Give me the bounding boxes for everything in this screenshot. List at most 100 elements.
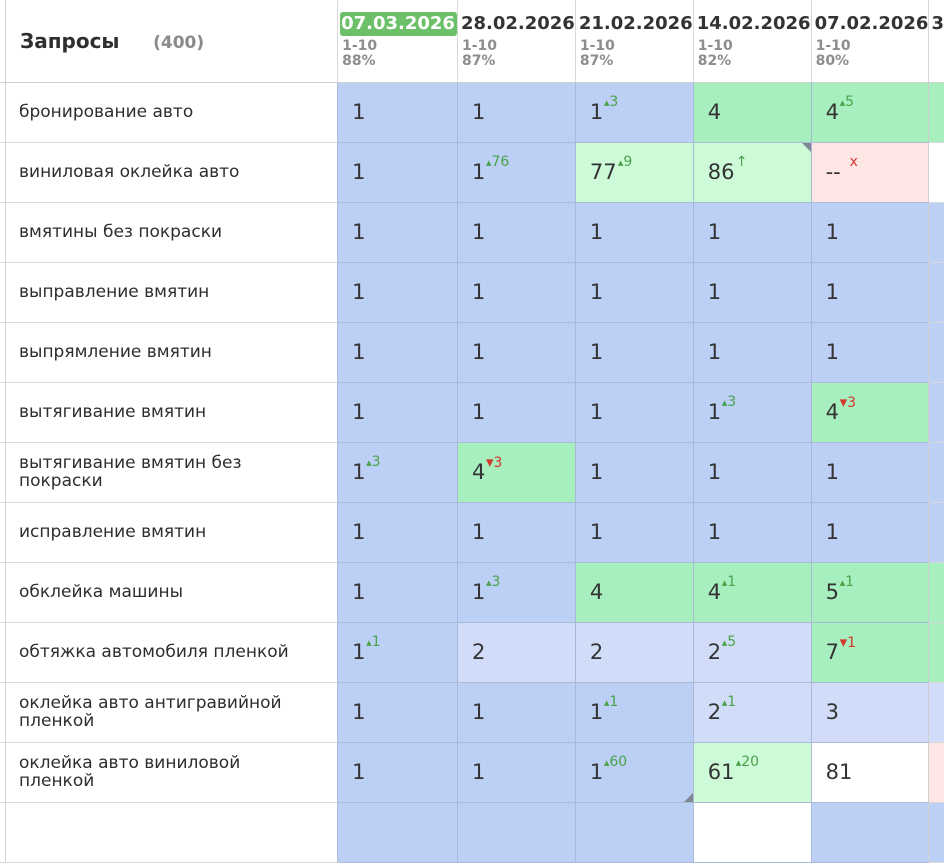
date-column-header[interactable]: 21.02.2026 1-10 87%: [574, 0, 694, 83]
position-cell[interactable]: 1: [692, 262, 812, 323]
row-gutter: [0, 382, 6, 443]
triangle-up-icon: ▴: [721, 695, 728, 709]
position-cell[interactable]: 1: [810, 442, 929, 503]
query-cell[interactable]: обтяжка автомобиля пленкой: [5, 622, 338, 683]
position-cell[interactable]: 61 ▴20: [692, 742, 812, 803]
date-column-header[interactable]: 07.02.2026 1-10 80%: [810, 0, 929, 83]
query-cell[interactable]: бронирование авто: [5, 82, 338, 143]
position-cell[interactable]: [574, 802, 694, 863]
position-cell[interactable]: 1: [456, 382, 576, 443]
position-cell[interactable]: 1 ▴3: [574, 82, 694, 143]
query-cell[interactable]: вмятины без покраски: [5, 202, 338, 263]
position-cell[interactable]: 1: [810, 322, 929, 383]
position-cell[interactable]: 1: [692, 322, 812, 383]
position-cell[interactable]: 4 ▾3: [810, 382, 929, 443]
position-cell[interactable]: -- x: [810, 142, 929, 203]
query-cell[interactable]: выправление вмятин: [5, 262, 338, 323]
position-cell[interactable]: 1: [456, 742, 576, 803]
column-date[interactable]: 28.02.2026: [460, 13, 575, 34]
column-date[interactable]: 21.02.2026: [578, 13, 693, 34]
position-cell[interactable]: 1: [337, 202, 458, 263]
position-cell[interactable]: 1: [692, 502, 812, 563]
position-cell[interactable]: 1: [456, 682, 576, 743]
position-cell[interactable]: 1: [574, 502, 694, 563]
position-cell[interactable]: 1: [692, 202, 812, 263]
position-cell[interactable]: 1 ▴3: [456, 562, 576, 623]
position-change: ▴3: [604, 95, 618, 110]
position-cell[interactable]: 1 ▴3: [692, 382, 812, 443]
position-cell[interactable]: 81: [810, 742, 929, 803]
position-cell[interactable]: 1: [337, 742, 458, 803]
position-cell[interactable]: 1 ▴1: [574, 682, 694, 743]
position-cell[interactable]: 1: [810, 262, 929, 323]
position-cell[interactable]: 1: [574, 382, 694, 443]
position-cell[interactable]: 7 ▾1: [810, 622, 929, 683]
position-cell[interactable]: 1 ▴60: [574, 742, 694, 803]
position-value: 4: [471, 460, 486, 484]
position-cell[interactable]: 5 ▴1: [810, 562, 929, 623]
position-cell[interactable]: 1: [337, 382, 458, 443]
position-cell[interactable]: 1: [456, 262, 576, 323]
position-cell[interactable]: 2 ▴5: [692, 622, 812, 683]
query-cell[interactable]: выпрямление вмятин: [5, 322, 338, 383]
position-cell[interactable]: 1: [574, 442, 694, 503]
position-cell[interactable]: 1: [810, 502, 929, 563]
column-date[interactable]: 14.02.2026: [696, 13, 811, 34]
position-cell[interactable]: 1 ▴76: [456, 142, 576, 203]
query-cell[interactable]: вытягивание вмятин: [5, 382, 338, 443]
date-column-header[interactable]: 07.03.2026 1-10 88%: [337, 0, 458, 83]
position-cell[interactable]: 4 ▴1: [692, 562, 812, 623]
position-cell[interactable]: 1: [337, 142, 458, 203]
position-cell[interactable]: [692, 802, 812, 863]
position-cell[interactable]: 1: [574, 202, 694, 263]
position-cell[interactable]: 4 ▴5: [810, 82, 929, 143]
queries-header[interactable]: Запросы (400): [5, 0, 338, 83]
position-cell[interactable]: 1: [337, 322, 458, 383]
position-cell[interactable]: 1: [810, 202, 929, 263]
position-cell[interactable]: 1: [337, 502, 458, 563]
date-column-header[interactable]: 28.02.2026 1-10 87%: [456, 0, 576, 83]
position-cell[interactable]: 1: [337, 262, 458, 323]
position-cell[interactable]: 2: [456, 622, 576, 683]
query-cell[interactable]: [5, 802, 338, 863]
position-cell[interactable]: 2 ▴1: [692, 682, 812, 743]
position-cell[interactable]: 1: [456, 202, 576, 263]
note-corner-icon[interactable]: [801, 142, 811, 152]
position-cell[interactable]: 1: [337, 562, 458, 623]
position-cell[interactable]: 1 ▴1: [337, 622, 458, 683]
query-cell[interactable]: виниловая оклейка авто: [5, 142, 338, 203]
position-cell[interactable]: 1: [456, 322, 576, 383]
position-cell[interactable]: 1: [574, 262, 694, 323]
position-cell[interactable]: 1 ▴3: [337, 442, 458, 503]
position-cell[interactable]: 1: [456, 502, 576, 563]
query-cell[interactable]: исправление вмятин: [5, 502, 338, 563]
column-date[interactable]: 07.03.2026: [340, 12, 457, 36]
position-cell[interactable]: 4: [574, 562, 694, 623]
note-corner-icon[interactable]: [683, 792, 693, 801]
position-cell[interactable]: 77 ▴9: [574, 142, 694, 203]
position-cell[interactable]: 4 ▾3: [456, 442, 576, 503]
next-position-cell: [928, 202, 944, 263]
position-cell[interactable]: 1: [337, 82, 458, 143]
position-cell[interactable]: 86 ↑: [692, 142, 812, 203]
query-cell[interactable]: обклейка машины: [5, 562, 338, 623]
position-cell[interactable]: 2: [574, 622, 694, 683]
position-cell[interactable]: [456, 802, 576, 863]
position-cell[interactable]: 3: [810, 682, 929, 743]
position-cell[interactable]: 4: [692, 82, 812, 143]
column-date[interactable]: 07.02.2026: [814, 13, 929, 34]
position-value: 1: [471, 220, 486, 244]
position-value: 1: [825, 340, 839, 364]
date-column-header[interactable]: 14.02.2026 1-10 82%: [692, 0, 812, 83]
query-cell[interactable]: оклейка авто виниловой пленкой: [5, 742, 338, 803]
query-cell[interactable]: оклейка авто антигравийной пленкой: [5, 682, 338, 743]
position-cell[interactable]: 1: [456, 82, 576, 143]
query-cell[interactable]: вытягивание вмятин без покраски: [5, 442, 338, 503]
position-cell[interactable]: [337, 802, 458, 863]
next-date-column-header[interactable]: 3: [928, 0, 944, 83]
position-cell[interactable]: 1: [574, 322, 694, 383]
position-cell[interactable]: 1: [337, 682, 458, 743]
position-change: ▴60: [604, 755, 627, 770]
position-cell[interactable]: [810, 802, 929, 863]
position-cell[interactable]: 1: [692, 442, 812, 503]
